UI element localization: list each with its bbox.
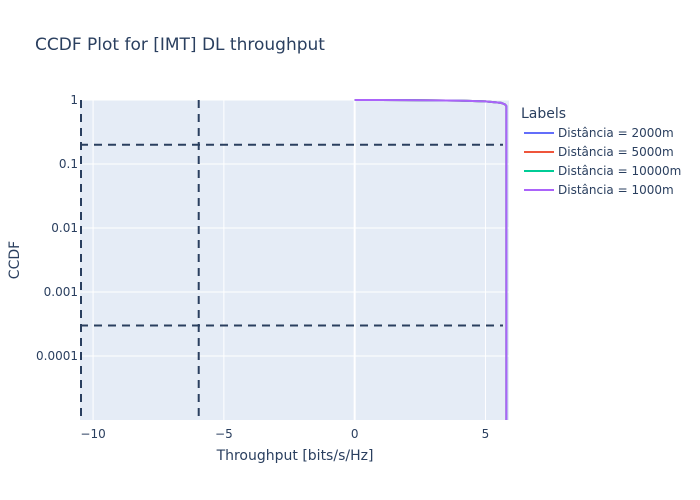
series-lines	[354, 99, 508, 420]
legend-item-label: Distância = 5000m	[558, 145, 674, 159]
x-tick-label: 5	[482, 427, 490, 441]
y-tick-label: 0.0001	[36, 349, 78, 363]
grid-lines	[80, 99, 509, 420]
legend-item-label: Distância = 10000m	[558, 164, 681, 178]
reference-lines	[80, 100, 503, 420]
legend-item-label: Distância = 2000m	[558, 126, 674, 140]
legend-item-label: Distância = 1000m	[558, 183, 674, 197]
y-tick-label: 0.01	[51, 221, 78, 235]
plot-area	[80, 100, 509, 420]
chart-title: CCDF Plot for [IMT] DL throughput	[35, 35, 325, 55]
x-axis-title: Throughput [bits/s/Hz]	[216, 448, 374, 464]
legend: Labels Distância = 2000m Distância = 5000…	[521, 106, 681, 197]
y-tick-label: 1	[70, 93, 78, 107]
x-axis-ticks: −10 −5 0 5	[80, 427, 489, 441]
y-tick-label: 0.001	[44, 285, 78, 299]
y-axis-ticks: 1 0.1 0.01 0.001 0.0001	[36, 93, 78, 363]
y-axis-title: CCDF	[7, 241, 23, 279]
x-tick-label: −5	[215, 427, 233, 441]
x-tick-label: −10	[80, 427, 105, 441]
series-line-4	[354, 99, 508, 420]
legend-title: Labels	[521, 106, 566, 122]
y-tick-label: 0.1	[59, 157, 78, 171]
x-tick-label: 0	[351, 427, 359, 441]
